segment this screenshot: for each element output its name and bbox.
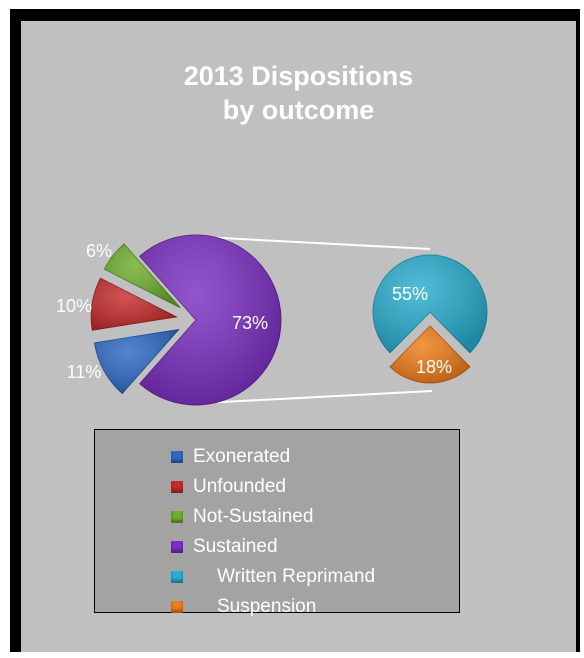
legend-item-sustained: Sustained [171, 534, 278, 560]
legend-label-exonerated: Exonerated [193, 446, 291, 467]
legend-label-suspension: Suspension [217, 596, 317, 617]
data-label-unfounded: 10% [56, 296, 92, 316]
data-label-written-reprimand: 55% [392, 284, 428, 304]
chart-legend: Exonerated Unfounded Not-Sustained Susta… [94, 429, 460, 617]
chart-title-line-2: by outcome [222, 95, 375, 125]
legend-swatch-exonerated [171, 451, 183, 463]
data-label-exonerated: 11% [67, 362, 102, 382]
slice-written-reprimand-shade [373, 255, 487, 353]
legend-label-not-sustained: Not-Sustained [193, 506, 314, 527]
legend-label-sustained: Sustained [193, 536, 278, 557]
legend-label-written-reprimand: Written Reprimand [217, 566, 376, 587]
legend-swatch-written-reprimand [171, 571, 183, 583]
connector-line-bottom [202, 390, 433, 404]
connector-line-top [202, 236, 431, 250]
legend-swatch-sustained [171, 541, 183, 553]
slice-unfounded-shade [91, 278, 177, 331]
slice-exonerated-shade [94, 329, 179, 394]
data-label-not-sustained: 6% [86, 241, 112, 261]
slice-suspension-shade [390, 326, 470, 384]
legend-item-suspension: Suspension [171, 594, 316, 620]
slice-sustained-shade [139, 235, 282, 406]
data-label-suspension: 18% [416, 357, 452, 377]
legend-item-written-reprimand: Written Reprimand [171, 564, 375, 590]
chart-title-line-1: 2013 Dispositions [183, 61, 414, 91]
legend-item-not-sustained: Not-Sustained [171, 504, 313, 530]
legend-swatch-unfounded [171, 481, 183, 493]
data-label-sustained: 73% [232, 313, 268, 333]
chart-title: 2013 Dispositions by outcome [21, 59, 576, 127]
legend-swatch-suspension [171, 601, 183, 613]
legend-swatch-not-sustained [171, 511, 183, 523]
legend-label-unfounded: Unfounded [193, 476, 286, 497]
legend-item-exonerated: Exonerated [171, 444, 290, 470]
legend-item-unfounded: Unfounded [171, 474, 286, 500]
slice-not-sustained-shade [104, 243, 181, 308]
